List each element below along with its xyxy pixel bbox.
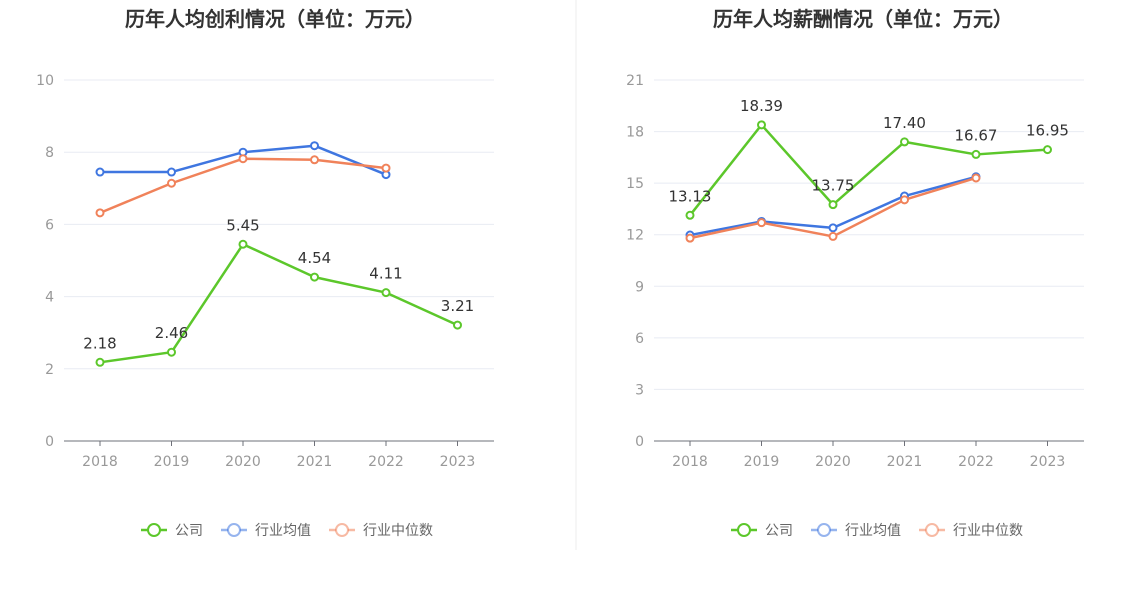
- data-point[interactable]: [971, 173, 981, 183]
- data-point[interactable]: [757, 218, 766, 228]
- data-label: 3.21: [441, 297, 474, 315]
- data-point[interactable]: [381, 163, 391, 173]
- data-label: 4.54: [298, 249, 331, 267]
- legend-item-行业均值[interactable]: 行业均值: [811, 523, 901, 539]
- series-行业中位数: [685, 173, 981, 243]
- legend: 公司 行业均值 行业中位数: [141, 523, 433, 539]
- data-point[interactable]: [828, 223, 838, 233]
- y-tick-label: 8: [45, 145, 54, 161]
- x-tick-label: 2019: [154, 454, 190, 470]
- series-公司: 2.18 2.46 5.45 4.54 4.11 3.21: [83, 216, 474, 367]
- legend-item-行业中位数[interactable]: 行业中位数: [919, 523, 1023, 539]
- data-point[interactable]: [167, 347, 176, 357]
- data-label: 13.13: [669, 187, 712, 205]
- legend-label: 行业中位数: [953, 523, 1023, 539]
- legend-marker: [817, 523, 831, 537]
- legend-marker: [227, 523, 241, 537]
- y-tick-label: 12: [626, 228, 644, 244]
- legend-marker: [147, 523, 161, 537]
- data-point[interactable]: [1043, 145, 1052, 155]
- data-label: 2.46: [155, 324, 188, 342]
- data-point[interactable]: [971, 149, 981, 159]
- legend-item-公司[interactable]: 公司: [141, 523, 203, 539]
- y-tick-label: 18: [626, 125, 644, 141]
- series-line: [99, 157, 387, 215]
- data-point[interactable]: [685, 210, 695, 220]
- y-tick-label: 2: [45, 362, 54, 378]
- data-point[interactable]: [95, 167, 105, 177]
- legend-label: 行业中位数: [363, 523, 433, 539]
- legend: 公司 行业均值 行业中位数: [731, 523, 1023, 539]
- series-line: [689, 123, 1048, 217]
- legend-marker: [925, 523, 939, 537]
- y-tick-label: 3: [635, 382, 644, 398]
- data-point[interactable]: [381, 288, 391, 298]
- legend-item-公司[interactable]: 公司: [731, 523, 793, 539]
- data-label: 18.39: [740, 97, 783, 115]
- x-tick-label: 2022: [368, 454, 404, 470]
- x-tick-label: 2020: [815, 454, 851, 470]
- chart-title: 历年人均创利情况（单位：万元）: [125, 7, 425, 31]
- data-point[interactable]: [757, 120, 766, 130]
- data-point[interactable]: [900, 195, 909, 205]
- data-label: 4.11: [369, 265, 402, 283]
- data-label: 16.95: [1026, 122, 1069, 140]
- data-point[interactable]: [828, 231, 838, 241]
- x-tick-label: 2018: [82, 454, 118, 470]
- data-point[interactable]: [685, 233, 695, 243]
- chart-1: 历年人均创利情况（单位：万元） 0 2 4 6 8 10 2018 2019 2020 2021 20…: [36, 7, 494, 539]
- x-tick-label: 2021: [297, 454, 333, 470]
- data-label: 5.45: [226, 216, 259, 234]
- y-tick-label: 6: [45, 217, 54, 233]
- series-公司: 13.13 18.39 13.75 17.40 16.67 16.95: [669, 97, 1069, 220]
- series-line: [99, 243, 459, 364]
- data-point[interactable]: [167, 178, 176, 188]
- data-point[interactable]: [95, 357, 105, 367]
- data-label: 16.67: [955, 126, 998, 144]
- data-point[interactable]: [238, 239, 248, 249]
- data-label: 13.75: [812, 177, 855, 195]
- chart-title: 历年人均薪酬情况（单位：万元）: [713, 7, 1013, 31]
- x-tick-label: 2023: [440, 454, 476, 470]
- data-point[interactable]: [828, 200, 838, 210]
- y-tick-label: 15: [626, 176, 644, 192]
- x-tick-label: 2018: [672, 454, 708, 470]
- y-tick-label: 21: [626, 73, 644, 89]
- legend-label: 行业均值: [845, 523, 901, 539]
- y-tick-label: 9: [635, 279, 644, 295]
- legend-item-行业中位数[interactable]: 行业中位数: [329, 523, 433, 539]
- data-point[interactable]: [310, 141, 319, 151]
- x-tick-label: 2021: [887, 454, 923, 470]
- data-point[interactable]: [95, 208, 105, 218]
- x-tick-label: 2019: [744, 454, 780, 470]
- x-tick-label: 2020: [225, 454, 261, 470]
- legend-marker: [737, 523, 751, 537]
- y-tick-label: 6: [635, 331, 644, 347]
- legend-item-行业均值[interactable]: 行业均值: [221, 523, 311, 539]
- data-point[interactable]: [167, 167, 176, 177]
- legend-label: 公司: [175, 523, 203, 539]
- data-point[interactable]: [453, 320, 462, 330]
- y-tick-label: 10: [36, 73, 54, 89]
- y-tick-label: 4: [45, 290, 54, 306]
- data-point[interactable]: [310, 272, 319, 282]
- y-tick-label: 0: [45, 434, 54, 450]
- data-point[interactable]: [900, 137, 909, 147]
- data-point[interactable]: [310, 155, 319, 165]
- chart-2: 历年人均薪酬情况（单位：万元） 0 3 6 9 12 15 18 21 2018 2019 2020 2…: [626, 7, 1084, 539]
- legend-label: 公司: [765, 523, 793, 539]
- x-tick-label: 2022: [958, 454, 994, 470]
- data-point[interactable]: [238, 154, 248, 164]
- legend-label: 行业均值: [255, 523, 311, 539]
- data-label: 2.18: [83, 334, 116, 352]
- series-行业中位数: [95, 154, 391, 218]
- x-tick-label: 2023: [1030, 454, 1066, 470]
- y-tick-label: 0: [635, 434, 644, 450]
- legend-marker: [335, 523, 349, 537]
- data-label: 17.40: [883, 114, 926, 132]
